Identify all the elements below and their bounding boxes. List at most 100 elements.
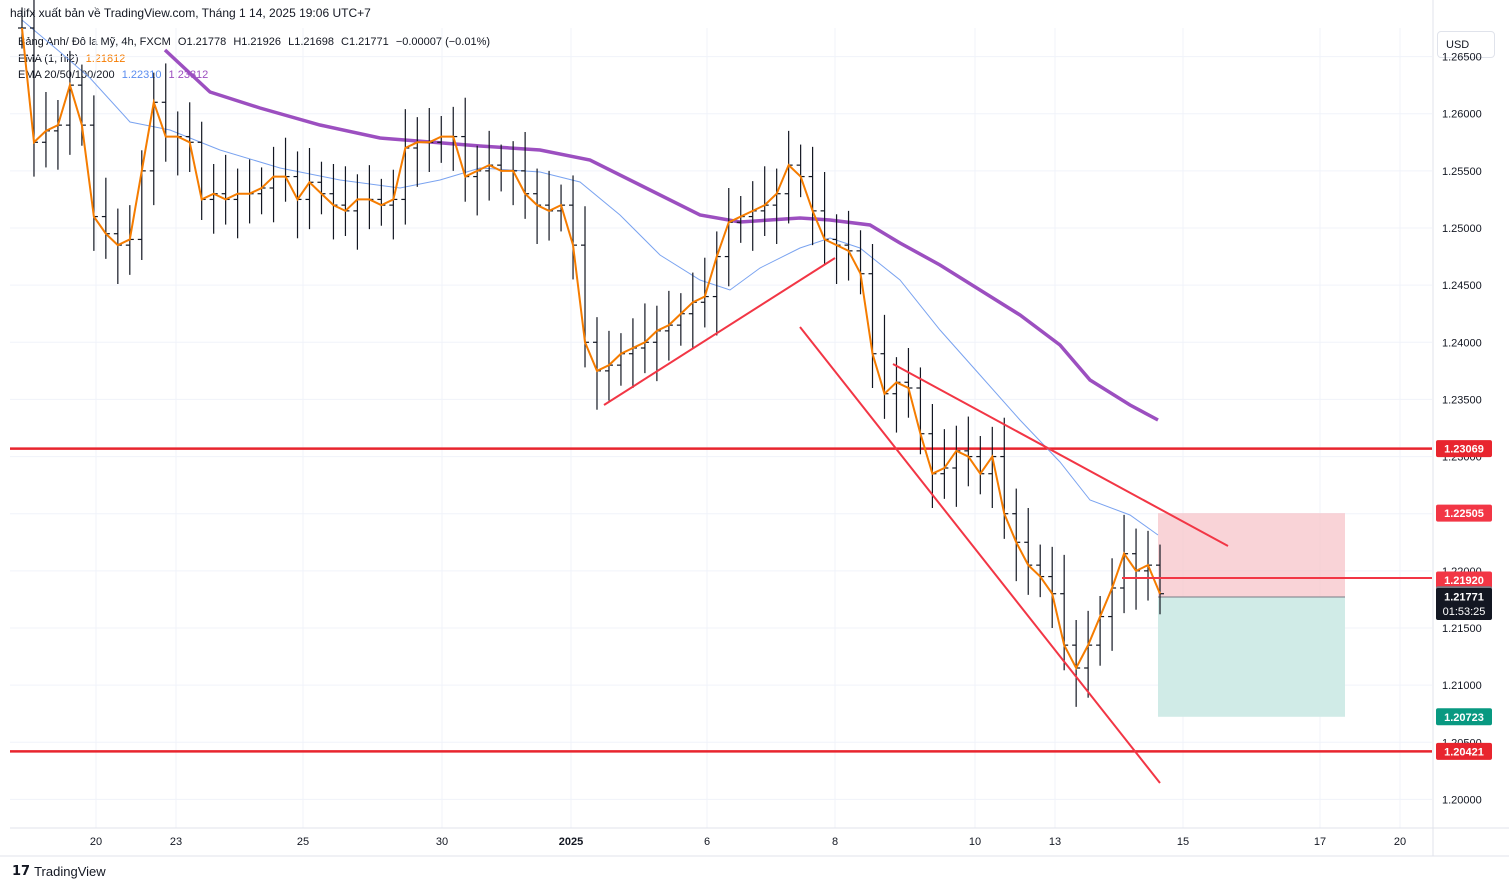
price-tag: 1.21771 01:53:25	[1436, 588, 1492, 621]
ohlc-bar	[497, 144, 506, 192]
ohlc-bar	[736, 196, 745, 243]
ohlc-bar	[185, 102, 194, 172]
time-tick-label: 30	[436, 836, 448, 848]
ohlc-bar	[29, 0, 38, 177]
ohlc-bar	[784, 130, 793, 224]
price-tick-label: 1.26000	[1442, 109, 1482, 121]
ohlc-bar	[473, 145, 482, 216]
price-tick-label: 1.26500	[1442, 52, 1482, 64]
ema-20-series	[21, 19, 1159, 536]
ohlc-bar	[832, 214, 841, 284]
ohlc-bar	[437, 116, 446, 163]
ohlc-bar	[317, 161, 326, 215]
ohlc-bar	[305, 148, 314, 230]
stop-loss-zone	[1158, 513, 1345, 598]
open-value: O1.21778	[177, 36, 227, 48]
upper-channel-line	[603, 257, 836, 406]
ohlc-bar	[221, 154, 230, 225]
price-tick-label: 1.25500	[1442, 166, 1482, 178]
ohlc-bar	[1156, 544, 1164, 615]
ohlc-bar	[521, 132, 530, 219]
falling-wedge-lower	[799, 326, 1161, 784]
ohlc-bar	[365, 165, 374, 230]
ema-fast-series	[21, 27, 1161, 671]
price-tag: 1.20421	[1436, 742, 1492, 760]
currency-selector[interactable]: USD	[1437, 31, 1495, 58]
price-tag: 1.20723	[1436, 708, 1492, 726]
time-tick-label: 8	[832, 836, 838, 848]
svg-text:1.23069: 1.23069	[1444, 444, 1484, 456]
svg-text:1.21771: 1.21771	[1444, 592, 1484, 604]
time-tick-label: 23	[170, 836, 182, 848]
price-tick-label: 1.25000	[1442, 223, 1482, 235]
ohlc-bar	[65, 50, 74, 155]
ema-20-value: 1.22310	[121, 69, 162, 81]
price-tick-label: 1.21500	[1442, 623, 1482, 635]
svg-text:1.21920: 1.21920	[1444, 575, 1484, 587]
symbol-name[interactable]: Bảng Anh/ Đô la Mỹ, 4h, FXCM	[18, 36, 171, 48]
footer-brand[interactable]: TradingView	[34, 864, 106, 879]
ohlc-bar	[964, 416, 973, 487]
price-tick-label: 1.23500	[1442, 394, 1482, 406]
price-tick-label: 1.24000	[1442, 337, 1482, 349]
ohlc-bar	[952, 425, 961, 507]
low-value: L1.21698	[288, 36, 334, 48]
ohlc-bar	[772, 168, 781, 244]
ohlc-bar	[748, 181, 757, 251]
ohlc-bar	[880, 314, 889, 419]
ohlc-bar	[389, 169, 398, 240]
time-tick-label: 2025	[559, 836, 583, 848]
ohlc-bar	[628, 318, 637, 388]
svg-text:1.22505: 1.22505	[1444, 508, 1484, 520]
falling-wedge-upper	[892, 363, 1229, 547]
ohlc-bar	[808, 146, 817, 246]
tradingview-logo-icon: 17	[12, 864, 31, 879]
ohlc-bar	[173, 111, 182, 176]
change-value: −0.00007 (−0.01%)	[395, 36, 491, 48]
take-profit-zone	[1158, 597, 1345, 717]
time-tick-label: 25	[297, 836, 309, 848]
ohlc-bar	[1024, 508, 1033, 595]
svg-text:1.20421: 1.20421	[1444, 746, 1484, 758]
price-tick-label: 1.21000	[1442, 680, 1482, 692]
ohlc-bar	[413, 117, 422, 187]
ohlc-bar	[688, 272, 697, 348]
time-tick-label: 15	[1177, 836, 1189, 848]
ohlc-bar	[724, 188, 733, 287]
ohlc-bar	[545, 170, 554, 241]
ohlc-bar	[1096, 596, 1105, 666]
time-tick-label: 10	[969, 836, 981, 848]
ohlc-bar	[616, 333, 625, 386]
ohlc-bar	[257, 167, 266, 215]
ohlc-bar	[1108, 558, 1117, 651]
time-tick-label: 20	[1394, 836, 1406, 848]
ohlc-bar	[101, 177, 110, 259]
price-tick-label: 1.24500	[1442, 280, 1482, 292]
ohlc-bar	[209, 164, 218, 234]
time-tick-label: 17	[1314, 836, 1326, 848]
ohlc-bar	[353, 174, 362, 250]
time-tick-label: 6	[704, 836, 710, 848]
ohlc-bar	[53, 100, 62, 170]
symbol-line: Bảng Anh/ Đô la Mỹ, 4h, FXCM O1.21778 H1…	[18, 34, 494, 51]
publisher-header: haifx xuất bản về TradingView.com, Tháng…	[10, 6, 371, 20]
price-tag: 1.22505	[1436, 504, 1492, 522]
ohlc-bar	[149, 72, 158, 206]
close-value: C1.21771	[341, 36, 389, 48]
ema-100-series	[163, 48, 1159, 422]
svg-text:01:53:25: 01:53:25	[1443, 606, 1486, 618]
ohlc-bar	[113, 208, 122, 284]
price-tag: 1.23069	[1436, 440, 1492, 458]
ohlc-bar	[904, 348, 913, 418]
svg-text:1.20723: 1.20723	[1444, 712, 1484, 724]
price-tick-label: 1.20000	[1442, 794, 1482, 806]
ohlc-bar	[77, 64, 86, 146]
ohlc-bar	[341, 166, 350, 236]
time-tick-label: 13	[1049, 836, 1061, 848]
ohlc-bar	[269, 146, 278, 223]
price-tag: 1.21920	[1436, 571, 1492, 589]
time-tick-label: 20	[90, 836, 102, 848]
ohlc-bar	[700, 257, 709, 328]
ema-100-value: 1.23312	[168, 69, 209, 81]
